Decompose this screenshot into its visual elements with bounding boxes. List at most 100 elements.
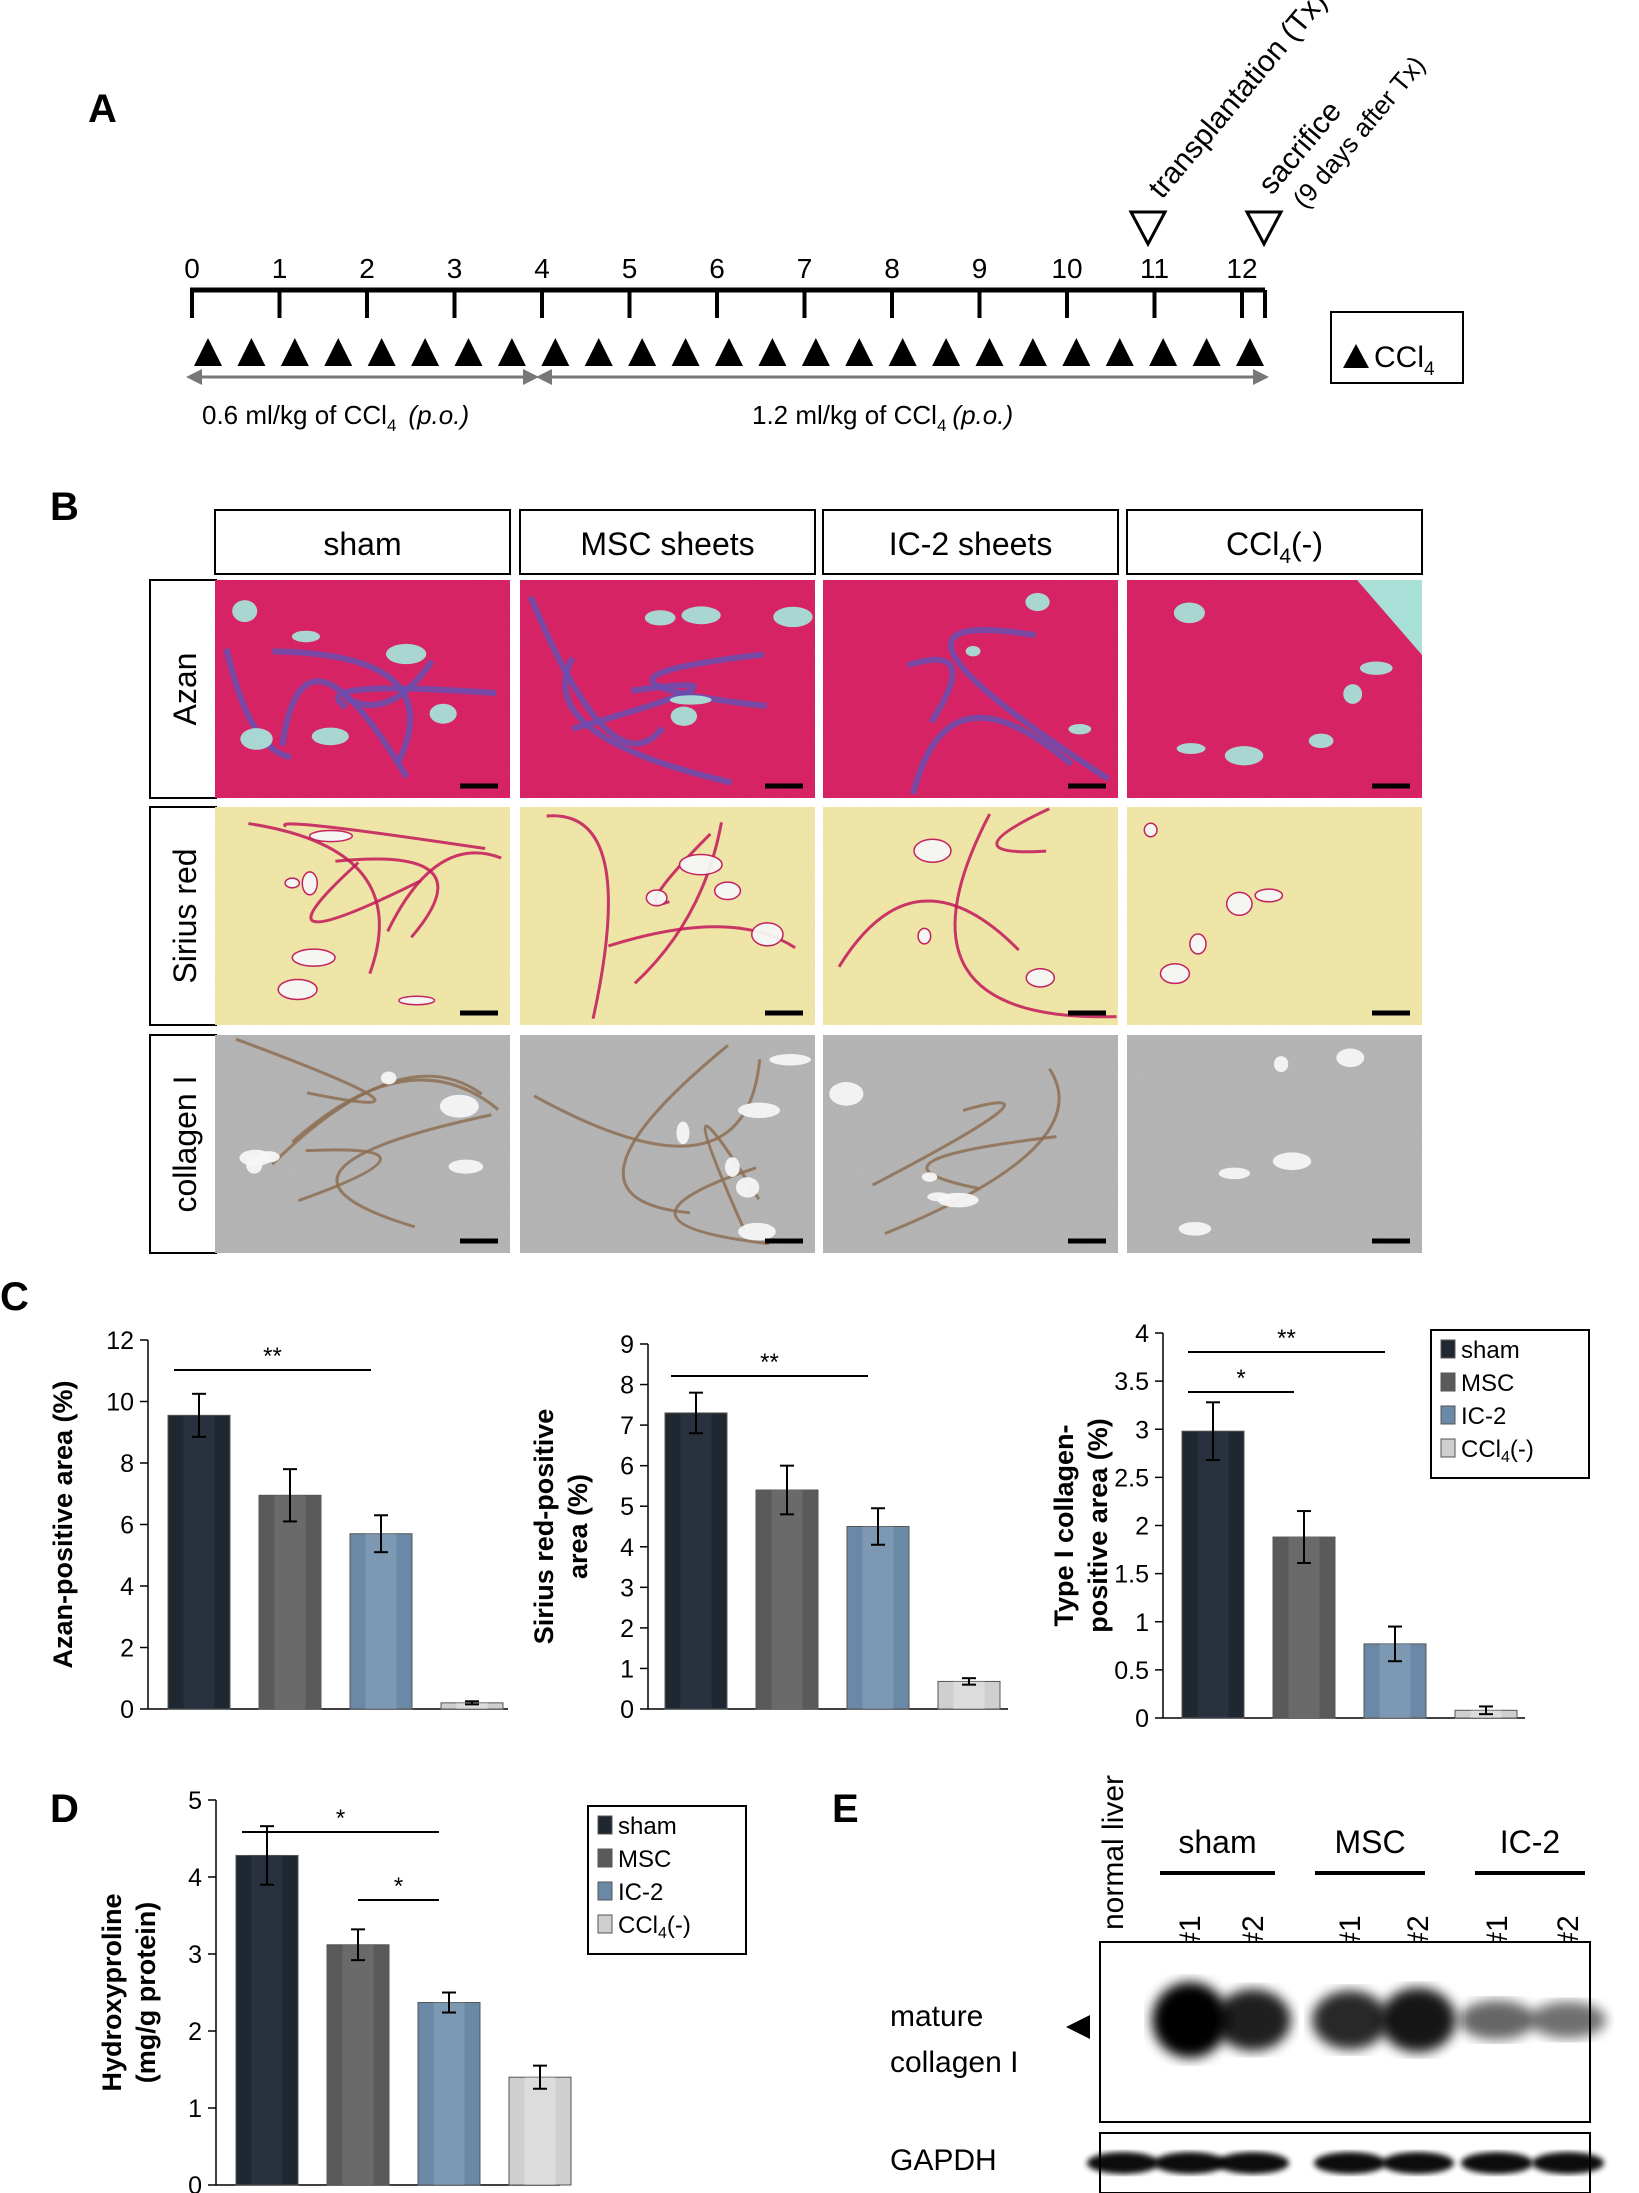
vessel [257,1151,280,1163]
panel-a-label: A [88,87,117,131]
ccl4-dose-triangle-icon [932,338,961,366]
fibrosis-septum [884,1067,1061,1235]
vessel [1143,822,1158,838]
y-tick-label: 0.5 [1114,1657,1149,1685]
ccl4-dose-triangle-icon [845,338,874,366]
y-tick-label: 0 [120,1696,134,1724]
timeline-tick-label: 0 [184,253,200,284]
fibrosis-septum [335,857,440,939]
row-label-box [149,1034,217,1254]
column-header-label: sham [323,526,401,562]
vessel [1178,1221,1212,1236]
histology-image [823,807,1118,1025]
y-axis-label: Azan-positive area (%) [48,1380,78,1668]
vessel [713,881,742,901]
bar-highlight [1288,1537,1320,1718]
fibrosis-septum [621,1044,729,1215]
panel-d: D 0 1 2 3 4 5 Hydroxyproline (mg/g protein) * * s… [50,1787,747,2193]
bar [1272,1536,1336,1719]
bar [937,1680,1001,1710]
fibrosis-septum [335,1113,492,1229]
tissue-texture [215,807,510,1025]
bar-body [235,1854,299,2186]
vessel [921,1172,938,1182]
bar [326,1944,390,2186]
gapdh-band [1087,2152,1159,2174]
dose-label-1: 0.6 ml/kg of CCl4 (p.o.) [202,400,469,435]
y-tick-label: 0 [188,2172,202,2193]
timeline-tick-label: 10 [1051,253,1082,284]
bar [258,1494,322,1710]
y-tick-label: 4 [1135,1320,1149,1348]
legend-label: sham [618,1813,677,1840]
vessel [1272,1152,1312,1171]
y-tick-label: 8 [120,1450,134,1478]
fibrosis-septum [386,851,502,933]
vessel [724,1157,740,1177]
dose-arrow-1 [186,369,539,385]
fibrosis-septum [947,627,1111,782]
y-tick-label: 2 [1135,1513,1149,1541]
y-axis-label: area (%) [563,1474,593,1579]
panel-b-label: B [50,485,79,529]
fibrosis-septum [533,1059,762,1148]
y-tick-label: 8 [620,1372,634,1400]
vessel [738,1222,776,1241]
bar-body [937,1680,1001,1710]
fibrosis-septum [910,714,1074,795]
vessel [769,1054,811,1066]
band-label-mature: mature [890,2000,983,2033]
blot-band [1215,1989,1291,2051]
histology-image [1127,1035,1422,1253]
fibrosis-septum [649,651,767,709]
legend-swatch [597,1848,613,1868]
legend-swatch [1440,1438,1456,1458]
fibrosis-septum [837,899,1020,968]
bar-body [167,1414,231,1710]
timeline-tick-label: 8 [884,253,900,284]
bar-highlight [433,2002,465,2185]
sirius-chart: 0 1 2 3 4 5 6 7 8 9 Sirius red-positive area (%) ** [529,1331,1008,1724]
vessel [311,727,349,746]
legend-label: IC-2 [618,1879,663,1906]
histology-image [823,1035,1118,1253]
vessel [308,829,354,843]
legend-label: CCl4(-) [618,1912,691,1942]
y-tick-label: 9 [620,1331,634,1359]
bar-highlight [524,2077,556,2185]
ccl4-dose-triangles [194,338,1264,366]
panel-b-row-labels: Azan Sirius red collagen I [149,579,217,1254]
sacrifice-marker-icon [1244,210,1284,248]
y-tick-label: 1.5 [1114,1561,1149,1589]
tissue-texture [1127,580,1422,798]
y-tick-label: 4 [188,1864,202,1892]
y-axis-label: positive area (%) [1083,1418,1113,1633]
bar-highlight [680,1412,712,1709]
legend-box [587,1805,747,1955]
ccl4-dose-triangle-icon [758,338,787,366]
vessel [1176,743,1206,755]
significance-label: * [394,1873,403,1900]
vessel [380,1071,397,1085]
vessel [1159,963,1191,985]
blot-group-label: IC-2 [1500,1824,1560,1860]
panel-e-label: E [832,1787,859,1831]
gapdh-band [1314,2152,1386,2174]
western-blot [1087,1941,1606,2193]
vessel [644,610,676,626]
row-label-box [149,579,217,799]
timeline-tick-label: 5 [622,253,638,284]
y-tick-label: 3.5 [1114,1368,1149,1396]
vessel [284,877,301,889]
column-header-box [214,509,511,575]
significance-label: ** [760,1349,779,1376]
vessel [738,1102,781,1119]
histology-image-grid [215,580,1422,1253]
ccl4-dose-triangle-icon [497,338,526,366]
fibrosis-septum [223,648,292,761]
row-label: Sirius red [167,848,203,983]
vessel [751,922,784,947]
histology-image [520,1035,815,1253]
vessel [735,1177,760,1198]
fibrosis-septum [235,1037,377,1104]
